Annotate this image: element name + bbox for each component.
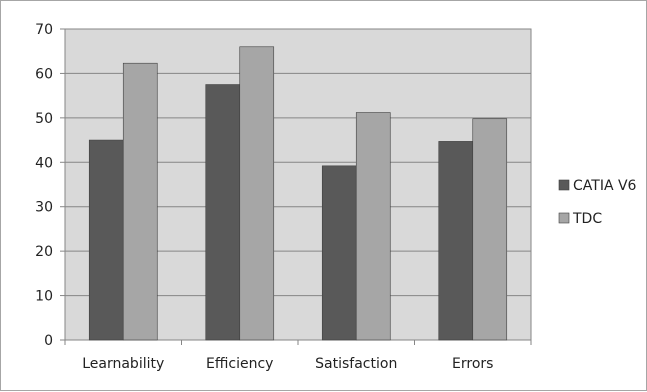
y-tick-label: 70 <box>35 22 53 38</box>
bars <box>88 46 508 341</box>
bar-tdc-efficiency <box>239 46 275 341</box>
bar-catia-v6-satisfaction <box>321 165 357 341</box>
bar-catia-v6-learnability <box>88 139 124 341</box>
bar-tdc-errors <box>472 118 508 341</box>
x-tick-label: Satisfaction <box>315 356 397 372</box>
legend: CATIA V6 TDC <box>558 178 637 227</box>
y-tick-label: 60 <box>35 66 53 82</box>
bar-catia-v6-efficiency <box>205 84 241 341</box>
y-tick-label: 50 <box>35 111 53 127</box>
y-tick-label: 0 <box>44 333 53 349</box>
bar-catia-v6-errors <box>438 141 474 341</box>
bar-tdc-learnability <box>122 62 158 341</box>
legend-swatch <box>558 179 570 191</box>
y-tick-label: 30 <box>35 200 53 216</box>
y-tick-label: 40 <box>35 155 53 171</box>
legend-label: CATIA V6 <box>573 178 637 194</box>
bar-tdc-satisfaction <box>355 112 391 341</box>
legend-swatch <box>558 212 570 224</box>
y-tick-label: 10 <box>35 289 53 305</box>
x-tick-label: Errors <box>452 356 493 372</box>
legend-label: TDC <box>572 211 602 227</box>
y-tick-label: 20 <box>35 244 53 260</box>
x-tick-label: Learnability <box>82 356 164 372</box>
x-axis: Learnability Efficiency Satisfaction Errors <box>64 340 532 372</box>
x-tick-label: Efficiency <box>206 356 273 372</box>
